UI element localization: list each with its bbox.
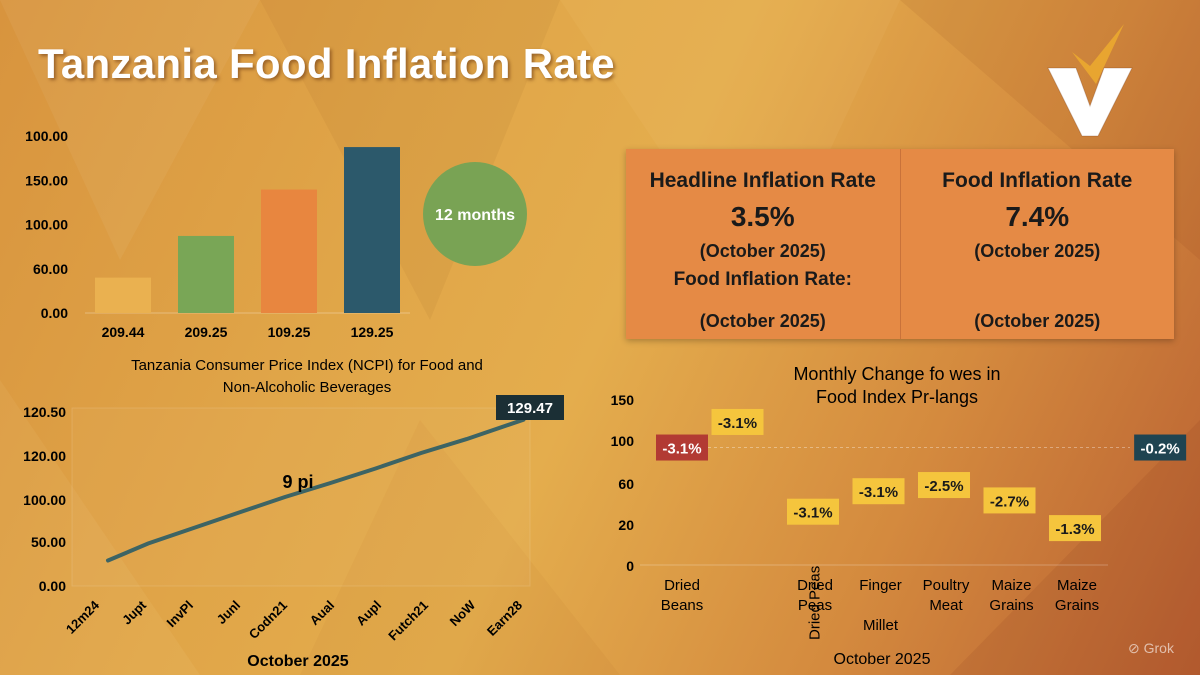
change-value: -3.1%: [859, 484, 898, 501]
stat-period: (October 2025): [699, 241, 826, 261]
stat-extra-label: Food Inflation Rate:: [673, 269, 852, 290]
bar-x-tick: 129.25: [351, 324, 394, 340]
change-y-tick: 20: [618, 517, 634, 533]
change-chart-title-line-1: Monthly Change fo wes in: [793, 364, 1000, 384]
bar-y-tick: 150.00: [25, 172, 68, 188]
stat-period: (October 2025): [974, 241, 1101, 261]
stat-value: 7.4%: [1005, 201, 1070, 232]
line-annotation: 9 pi: [282, 472, 313, 492]
line-chart-xlabel: October 2025: [247, 653, 348, 670]
headline-inflation-card: Headline Inflation Rate 3.5% (October 20…: [626, 149, 900, 339]
watermark-label: Grok: [1143, 640, 1174, 656]
checkmark-v-logo-icon: [1047, 24, 1133, 137]
change-value: -3.1%: [662, 441, 701, 458]
label-box: [918, 472, 970, 499]
line-y-tick: 100.00: [23, 492, 66, 508]
change-chart-xlabel: October 2025: [834, 651, 931, 668]
change-value: -3.1%: [718, 415, 757, 432]
change-y-tick: 60: [618, 476, 634, 492]
period-badge: [423, 162, 527, 266]
change-value: -2.7%: [990, 493, 1029, 510]
change-x-tick: Maize: [1057, 577, 1097, 594]
stat-title: Food Inflation Rate: [942, 169, 1133, 192]
line-y-tick: 120.00: [23, 448, 66, 464]
grok-icon: ⊘: [1128, 640, 1140, 656]
change-point-label: -3.1%: [711, 408, 764, 435]
change-point-label: -3.1%: [852, 478, 905, 505]
change-y-tick: 150: [611, 392, 635, 408]
bar-chart-title-line-2: Non-Alcoholic Beverages: [223, 379, 391, 396]
change-y-tick: 0: [626, 558, 634, 574]
change-value: -2.5%: [924, 478, 963, 495]
food-inflation-card: Food Inflation Rate 7.4% (October 2025) …: [899, 149, 1175, 339]
change-x-tick: Finger: [859, 577, 902, 594]
line-y-tick: 0.00: [39, 578, 66, 594]
line-y-tick: 120.50: [23, 404, 66, 420]
bar-y-tick: 60.00: [33, 261, 68, 277]
label-box: [983, 487, 1036, 514]
change-x-tick: Grains: [989, 597, 1033, 614]
bar: [178, 235, 234, 313]
label-box: [1049, 515, 1101, 542]
change-x-tick: Maize: [991, 577, 1031, 594]
change-value: -3.1%: [793, 505, 832, 522]
stat-period-2: (October 2025): [699, 311, 826, 331]
stat-value: 3.5%: [730, 201, 795, 232]
bar-x-tick: 209.25: [185, 324, 228, 340]
change-value: -1.3%: [1055, 521, 1094, 538]
label-box: [1134, 434, 1187, 461]
change-point-label: -1.3%: [1049, 515, 1101, 542]
bar-y-tick: 100.00: [25, 217, 68, 233]
bar-chart-title-line-1: Tanzania Consumer Price Index (NCPI) for…: [131, 357, 483, 374]
change-x-tick: Poultry: [923, 577, 970, 594]
label-box: [711, 408, 764, 435]
change-point-label: -2.5%: [918, 472, 970, 499]
change-point-label: -0.2%: [1134, 434, 1187, 461]
change-x-tick: Meat: [929, 597, 963, 614]
change-point-label: -3.1%: [787, 498, 839, 525]
inflation-stats-panel: Headline Inflation Rate 3.5% (October 20…: [626, 149, 1174, 339]
change-x-tick: Grains: [1055, 597, 1099, 614]
end-value-label: 129.47: [507, 400, 553, 417]
change-x-tick: Dried Peas: [807, 566, 824, 640]
change-x-tick: Dried: [797, 577, 833, 594]
bar: [261, 189, 317, 313]
ncpi-bar-chart: 100.00 150.00 100.00 60.00 0.00 209.44 209.25…: [25, 128, 527, 396]
change-x-tick: Millet: [863, 617, 899, 634]
change-value: -0.2%: [1141, 441, 1180, 458]
bar: [344, 147, 400, 313]
label-box: [852, 478, 905, 505]
page-title: Tanzania Food Inflation Rate: [38, 40, 615, 87]
period-badge-label: 12 months: [435, 207, 515, 224]
bar-x-tick: 109.25: [268, 324, 311, 340]
change-x-tick: Dried: [664, 577, 700, 594]
stat-title: Headline Inflation Rate: [649, 169, 876, 192]
label-box: [787, 498, 839, 525]
line-chart-plot-area: [71, 407, 531, 587]
change-point-label: -2.7%: [983, 487, 1036, 514]
bar-y-tick: 0.00: [41, 305, 68, 321]
stat-period-2: (October 2025): [974, 311, 1101, 331]
watermark: ⊘ Grok: [1128, 640, 1174, 657]
bar: [95, 277, 151, 313]
change-x-tick: Beans: [661, 597, 704, 614]
bar-x-tick: 209.44: [102, 324, 145, 340]
change-chart-title-line-2: Food Index Pr-langs: [816, 387, 978, 407]
change-y-tick: 100: [611, 433, 635, 449]
bar-y-tick: 100.00: [25, 128, 68, 144]
change-point-label: -3.1%: [656, 434, 708, 461]
end-value-callout: 129.47: [496, 395, 564, 420]
ncpi-line-series: [106, 417, 526, 563]
change-x-tick: Peas: [798, 597, 832, 614]
label-box: [656, 434, 708, 461]
line-y-tick: 50.00: [31, 534, 66, 550]
